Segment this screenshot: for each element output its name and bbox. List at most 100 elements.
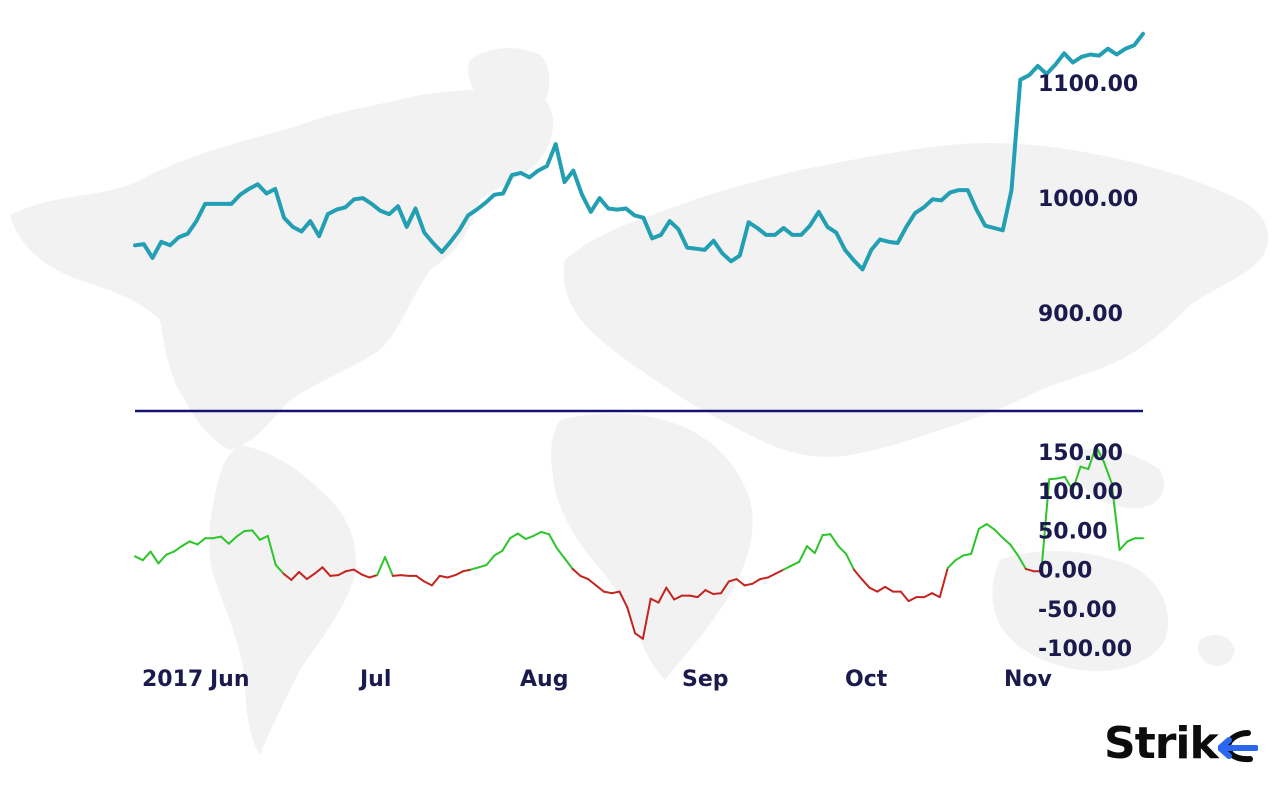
oscillator-negative-segment — [766, 572, 777, 579]
oscillator-negative-segment — [430, 574, 441, 587]
oscillator-negative-segment — [774, 568, 785, 575]
oscillator-positive-segment — [376, 556, 386, 577]
oscillator-positive-segment — [1087, 445, 1098, 471]
oscillator-tick-label: 150.00 — [1038, 441, 1123, 466]
oscillator-positive-segment — [188, 540, 199, 546]
oscillator-negative-segment — [368, 574, 379, 579]
oscillator-negative-segment — [579, 574, 590, 581]
oscillator-positive-segment — [548, 533, 558, 550]
oscillator-tick-label: -100.00 — [1038, 637, 1132, 662]
oscillator-negative-segment — [337, 570, 347, 577]
oscillator-negative-segment — [907, 596, 918, 603]
oscillator-positive-segment — [806, 545, 816, 555]
arrow-left-icon — [1216, 730, 1259, 763]
price-series-line — [133, 31, 1145, 272]
oscillator-positive-segment — [243, 529, 254, 533]
oscillator-negative-segment — [641, 597, 652, 640]
oscillator-positive-segment — [524, 534, 535, 540]
oscillator-positive-segment — [485, 554, 496, 566]
oscillator-negative-segment — [352, 568, 363, 576]
oscillator-negative-segment — [688, 594, 699, 599]
oscillator-negative-segment — [759, 576, 769, 581]
oscillator-positive-segment — [1001, 536, 1012, 546]
oscillator-negative-segment — [305, 572, 316, 581]
oscillator-positive-segment — [1063, 475, 1074, 492]
logo-letter-k: k — [1189, 718, 1219, 769]
oscillator-negative-segment — [454, 570, 465, 577]
oscillator-positive-segment — [266, 534, 277, 566]
oscillator-positive-segment — [477, 563, 488, 569]
oscillator-positive-segment — [1102, 461, 1113, 485]
oscillator-positive-segment — [563, 557, 574, 570]
oscillator-negative-segment — [290, 571, 301, 581]
oscillator-negative-segment — [602, 590, 613, 595]
x-axis-label: Nov — [1004, 667, 1053, 692]
oscillator-negative-segment — [587, 578, 597, 587]
oscillator-positive-segment — [212, 535, 222, 540]
price-tick-label: 1100.00 — [1038, 72, 1138, 97]
oscillator-negative-segment — [618, 590, 629, 609]
oscillator-positive-segment — [782, 564, 793, 571]
oscillator-negative-segment — [634, 632, 644, 640]
oscillator-negative-segment — [673, 594, 683, 601]
oscillator-negative-segment — [423, 580, 433, 587]
oscillator-positive-segment — [173, 545, 183, 553]
oscillator-negative-segment — [415, 574, 426, 583]
x-axis-label: Aug — [520, 667, 568, 692]
oscillator-panel: 150.00 100.00 50.00 0.00 -50.00 -100.00 — [134, 441, 1144, 662]
oscillator-negative-segment — [923, 592, 933, 599]
oscillator-positive-segment — [157, 553, 168, 565]
oscillator-positive-segment — [985, 523, 996, 531]
oscillator-negative-segment — [727, 578, 738, 583]
oscillator-tick-label: -50.00 — [1038, 598, 1117, 623]
oscillator-negative-segment — [329, 574, 340, 577]
logo-arrow-e — [1216, 727, 1259, 763]
oscillator-positive-segment — [149, 550, 160, 565]
oscillator-positive-segment — [470, 566, 480, 571]
oscillator-negative-segment — [704, 589, 715, 595]
oscillator-positive-segment — [493, 549, 504, 557]
strike-logo: Stri k — [1104, 722, 1259, 766]
oscillator-negative-segment — [899, 590, 910, 603]
x-axis-label: 2017 — [142, 667, 203, 692]
oscillator-positive-segment — [845, 552, 855, 571]
oscillator-positive-segment — [227, 535, 238, 545]
oscillator-negative-segment — [462, 568, 472, 573]
oscillator-negative-segment — [665, 586, 676, 601]
x-axis: 2017 Jun Jul Aug Sep Oct Nov — [142, 667, 1053, 692]
oscillator-positive-segment — [1017, 554, 1027, 570]
oscillator-negative-segment — [735, 578, 746, 587]
oscillator-axis-ticks: 150.00 100.00 50.00 0.00 -50.00 -100.00 — [1038, 441, 1132, 662]
x-axis-label: Sep — [682, 667, 729, 692]
oscillator-negative-segment — [446, 574, 457, 579]
oscillator-positive-segment — [798, 545, 808, 563]
oscillator-positive-segment — [1071, 465, 1082, 492]
oscillator-negative-segment — [571, 567, 582, 577]
oscillator-negative-segment — [595, 584, 605, 593]
oscillator-positive-segment — [821, 533, 832, 537]
oscillator-negative-segment — [938, 567, 949, 599]
oscillator-negative-segment — [876, 585, 887, 593]
oscillator-negative-segment — [391, 574, 402, 577]
oscillator-tick-label: 50.00 — [1038, 519, 1108, 544]
oscillator-positive-segment — [516, 532, 527, 540]
price-panel: 1100.00 1000.00 900.00 — [133, 31, 1145, 327]
oscillator-positive-segment — [1126, 537, 1137, 543]
oscillator-positive-segment — [384, 556, 394, 577]
oscillator-negative-segment — [696, 589, 707, 599]
oscillator-positive-segment — [274, 563, 285, 575]
oscillator-positive-segment — [962, 552, 973, 557]
oscillator-negative-segment — [657, 586, 668, 604]
oscillator-positive-segment — [1048, 477, 1058, 481]
oscillator-positive-segment — [251, 529, 261, 541]
oscillator-positive-segment — [165, 550, 176, 556]
oscillator-negative-segment — [360, 573, 371, 579]
oscillator-positive-segment — [259, 534, 269, 541]
oscillator-negative-segment — [438, 574, 449, 579]
oscillator-negative-segment — [743, 582, 754, 587]
oscillator-positive-segment — [509, 532, 519, 540]
oscillator-positive-segment — [556, 547, 566, 560]
